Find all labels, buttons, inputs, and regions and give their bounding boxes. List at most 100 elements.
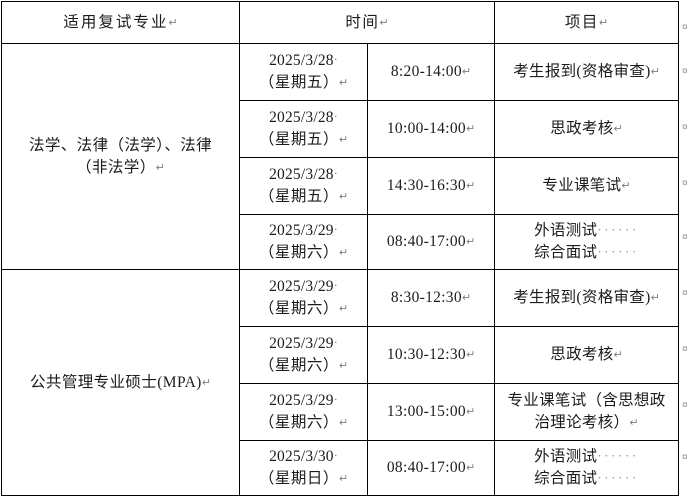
item-cell: 考生报到(资格审查) (494, 43, 680, 101)
header-label-item: 项目 (564, 13, 599, 31)
space-marks: ······ (597, 470, 639, 485)
table-header-row: 适用复试专业 时间 项目 (1, 1, 680, 44)
row-end-mark (682, 400, 688, 411)
date-cell: 2025/3/29 （星期六） (239, 214, 368, 270)
paragraph-mark (339, 360, 348, 372)
space-marks: ······ (597, 222, 639, 237)
row-end-mark (682, 66, 688, 77)
schedule-table: 适用复试专业 时间 项目 法学、法律（法学）、法律 （非法学） 2025/3/28… (1, 1, 680, 496)
space-mark (334, 448, 338, 462)
time-cell: 10:00-14:00 (366, 100, 496, 158)
table-row: 2025/3/30 （星期日） 08:40-17:00 外语测试······ 综… (2, 440, 680, 496)
space-mark (334, 392, 338, 406)
item-line-2: 综合面试 (534, 244, 598, 261)
paragraph-mark (339, 303, 348, 315)
paragraph-mark (339, 473, 348, 485)
item-cell: 专业课笔试（含思想政 治理论考核） (494, 383, 680, 441)
paragraph-mark (466, 180, 475, 192)
space-mark (334, 109, 338, 123)
row-end-mark (682, 122, 688, 133)
header-cell-item: 项目 (494, 1, 680, 44)
header-label-time: 时间 (345, 13, 380, 31)
paragraph-mark (614, 349, 623, 361)
table-row: 2025/3/28 （星期五） 10:00-14:00 思政考核 (2, 100, 680, 158)
time-value: 10:30-12:30 (386, 346, 466, 363)
paragraph-mark (466, 406, 475, 418)
date-cell: 2025/3/30 （星期日） (239, 440, 368, 496)
date-cell: 2025/3/28 （星期五） (239, 43, 368, 101)
date-value: 2025/3/29 (269, 392, 334, 409)
row-end-mark (682, 178, 688, 189)
weekday-value: （星期五） (258, 74, 339, 91)
date-cell: 2025/3/28 （星期五） (239, 100, 368, 158)
date-value: 2025/3/30 (269, 448, 334, 465)
weekday-value: （星期六） (258, 414, 339, 431)
paragraph-mark (462, 292, 471, 304)
time-cell: 8:20-14:00 (366, 43, 496, 101)
paragraph-mark (614, 123, 623, 135)
paragraph-mark (466, 349, 475, 361)
header-cell-time: 时间 (238, 1, 496, 44)
item-line-1: 专业课笔试（含思想政 (507, 392, 666, 409)
header-label-major: 适用复试专业 (63, 13, 169, 31)
item-cell: 外语测试······ 综合面试······ (494, 440, 680, 496)
time-cell: 08:40-17:00 (366, 214, 496, 270)
major-line-1: 法学、法律（法学）、法律 (28, 136, 213, 154)
weekday-value: （星期日） (258, 470, 339, 487)
item-line-1: 专业课笔试 (542, 177, 622, 194)
item-cell: 思政考核 (494, 326, 680, 384)
time-cell: 13:00-15:00 (366, 383, 496, 441)
space-mark (334, 52, 338, 66)
paragraph-mark (466, 236, 475, 248)
header-cell-major: 适用复试专业 (1, 1, 240, 44)
time-value: 8:20-14:00 (390, 63, 462, 80)
date-cell: 2025/3/29 （星期六） (239, 383, 368, 441)
major-line-2: （非法学） (76, 158, 156, 176)
table-row: 2025/3/28 （星期五） 14:30-16:30 专业课笔试 (2, 157, 680, 215)
item-line-1: 思政考核 (550, 120, 614, 137)
row-end-marks (682, 0, 696, 492)
date-value: 2025/3/29 (269, 335, 334, 352)
paragraph-mark (339, 247, 348, 259)
item-line-2: 治理论考核） (534, 414, 630, 431)
date-cell: 2025/3/28 （星期五） (239, 157, 368, 215)
time-value: 10:00-14:00 (386, 120, 466, 137)
date-cell: 2025/3/29 （星期六） (239, 269, 368, 327)
paragraph-mark (651, 292, 660, 304)
paragraph-mark (168, 17, 177, 29)
time-value: 08:40-17:00 (386, 233, 466, 250)
table-row: 2025/3/29 （星期六） 13:00-15:00 专业课笔试（含思想政 治… (2, 383, 680, 441)
space-marks: ······ (597, 448, 639, 463)
item-line-1: 思政考核 (550, 346, 614, 363)
row-end-mark (682, 452, 688, 463)
paragraph-mark (339, 191, 348, 203)
space-mark (334, 222, 338, 236)
time-cell: 08:40-17:00 (366, 440, 496, 496)
weekday-value: （星期六） (258, 300, 339, 317)
paragraph-mark (599, 17, 608, 29)
space-marks: ······ (597, 244, 639, 259)
date-value: 2025/3/29 (269, 222, 334, 239)
item-cell: 外语测试······ 综合面试······ (494, 214, 680, 270)
item-line-1: 考生报到(资格审查) (513, 289, 651, 306)
paragraph-mark (156, 162, 165, 174)
weekday-value: （星期五） (258, 131, 339, 148)
weekday-value: （星期五） (258, 188, 339, 205)
row-end-mark (682, 288, 688, 299)
table-row: 2025/3/29 （星期六） 08:40-17:00 外语测试······ 综… (2, 214, 680, 270)
date-cell: 2025/3/29 （星期六） (239, 326, 368, 384)
paragraph-mark (202, 377, 211, 389)
time-cell: 14:30-16:30 (366, 157, 496, 215)
item-cell: 专业课笔试 (494, 157, 680, 215)
time-value: 14:30-16:30 (386, 177, 466, 194)
paragraph-mark (339, 417, 348, 429)
paragraph-mark (621, 180, 630, 192)
date-value: 2025/3/29 (269, 278, 334, 295)
paragraph-mark (466, 123, 475, 135)
item-cell: 思政考核 (494, 100, 680, 158)
time-value: 08:40-17:00 (386, 459, 466, 476)
item-line-1: 外语测试 (534, 448, 598, 465)
date-value: 2025/3/28 (269, 109, 334, 126)
paragraph-mark (339, 134, 348, 146)
